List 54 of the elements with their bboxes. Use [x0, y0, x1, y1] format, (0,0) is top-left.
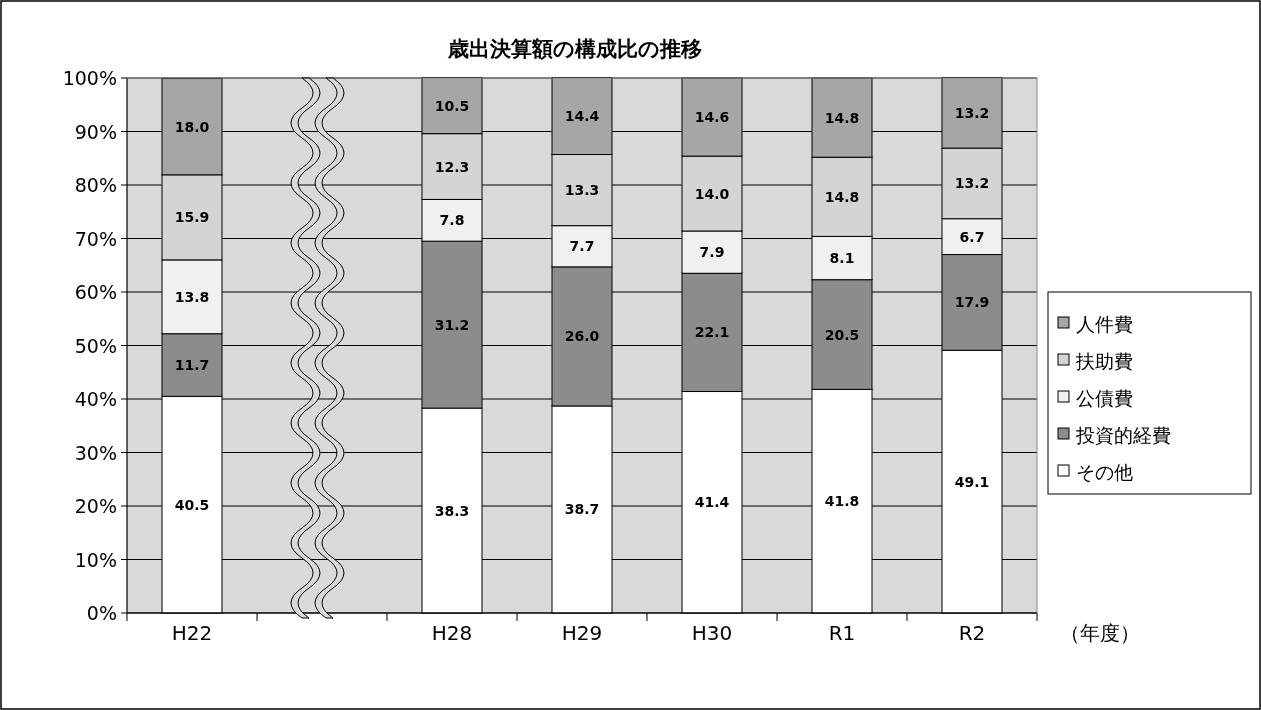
y-tick-label: 60% [74, 281, 117, 303]
data-label: 41.8 [824, 493, 860, 510]
data-label: 7.8 [439, 212, 465, 229]
data-label: 14.8 [824, 109, 860, 126]
data-label: 13.2 [954, 175, 990, 192]
data-label: 18.0 [174, 118, 210, 135]
legend-label: その他 [1076, 461, 1133, 483]
data-label: 8.1 [829, 250, 855, 267]
y-tick-label: 40% [74, 388, 117, 410]
legend-label: 扶助費 [1075, 350, 1133, 372]
x-axis-title: （年度） [1060, 621, 1140, 645]
chart-title: 歳出決算額の構成比の推移 [447, 37, 702, 61]
data-label: 38.3 [434, 502, 470, 519]
y-tick-label: 10% [74, 548, 117, 571]
x-tick-label: H30 [691, 621, 733, 645]
x-tick-label: R2 [958, 621, 986, 645]
data-label: 49.1 [954, 473, 990, 490]
x-tick-label: H29 [561, 621, 603, 645]
data-label: 41.4 [694, 494, 730, 511]
data-label: 14.6 [694, 109, 730, 126]
data-label: 31.2 [434, 316, 470, 333]
data-label: 22.1 [694, 324, 730, 341]
y-tick-label: 0% [86, 602, 117, 624]
data-label: 38.7 [564, 501, 600, 518]
data-label: 6.7 [959, 228, 985, 245]
data-label: 11.7 [174, 357, 210, 374]
data-label: 26.0 [564, 328, 600, 345]
data-label: 14.8 [824, 188, 860, 205]
y-tick-label: 50% [74, 334, 117, 357]
y-tick-label: 30% [74, 441, 117, 464]
legend-label: 人件費 [1076, 313, 1133, 335]
legend-label: 公債費 [1076, 387, 1133, 409]
y-tick-label: 20% [74, 495, 117, 517]
data-label: 7.9 [699, 244, 725, 261]
data-label: 14.0 [694, 185, 730, 202]
data-label: 40.5 [174, 496, 210, 513]
x-tick-label: H22 [171, 621, 213, 645]
y-tick-label: 90% [74, 120, 117, 143]
x-tick-label: R1 [828, 621, 856, 645]
data-label: 20.5 [824, 326, 860, 343]
data-label: 10.5 [434, 97, 470, 114]
data-label: 13.8 [174, 288, 210, 305]
x-tick-label: H28 [431, 621, 473, 645]
data-label: 15.9 [174, 209, 210, 226]
data-label: 17.9 [954, 294, 990, 311]
legend-label: 投資的経費 [1075, 424, 1171, 446]
data-label: 12.3 [434, 158, 470, 175]
data-label: 7.7 [569, 238, 595, 255]
data-label: 14.4 [564, 107, 600, 124]
data-label: 13.2 [954, 104, 990, 121]
y-tick-label: 80% [74, 174, 117, 196]
y-tick-label: 70% [74, 227, 117, 250]
data-label: 13.3 [564, 182, 600, 199]
y-tick-label: 100% [62, 67, 117, 89]
